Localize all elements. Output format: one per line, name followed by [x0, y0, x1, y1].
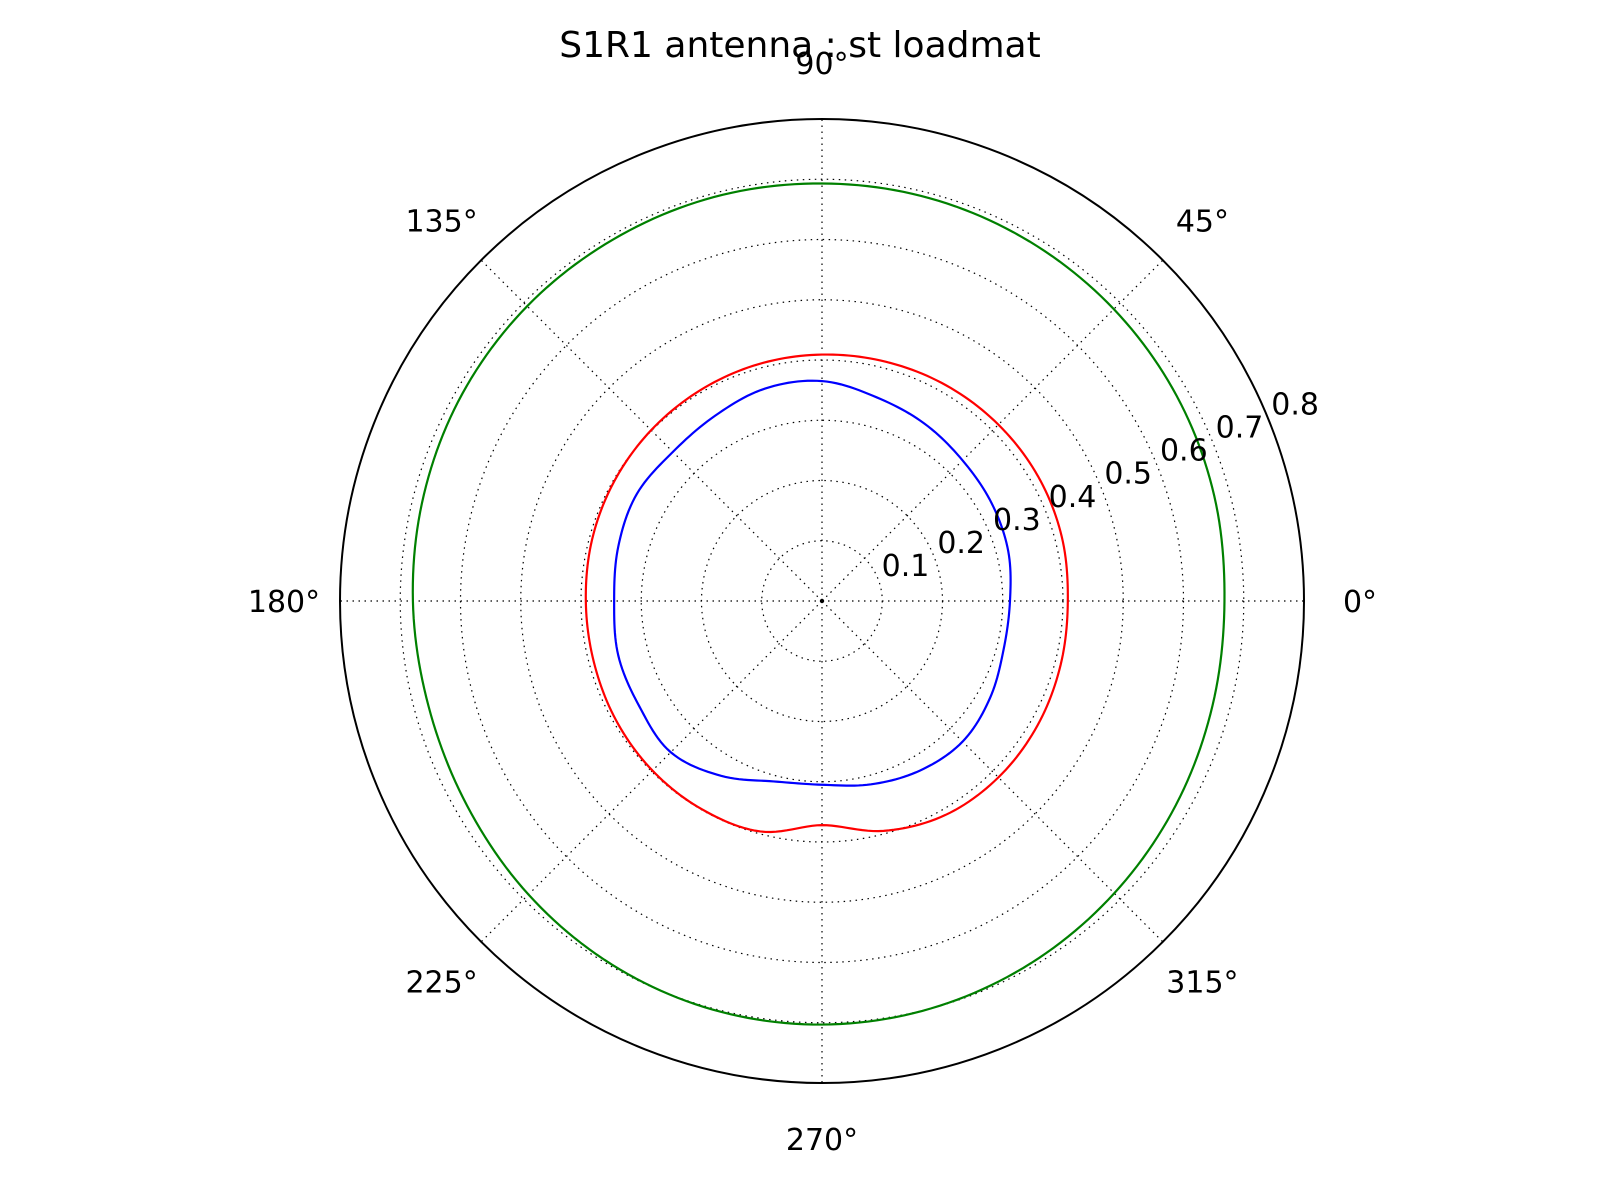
angular-gridline	[821, 600, 1164, 943]
angular-tick-labels: 0° 45° 90° 135° 180° 225° 270° 315°	[248, 47, 1377, 1158]
angular-tick-label: 315°	[1166, 965, 1238, 1000]
radial-tick-label: 0.7	[1216, 411, 1264, 446]
series-group	[411, 182, 1226, 1026]
series-line-3	[613, 379, 1012, 787]
angular-tick-label: 0°	[1343, 585, 1377, 620]
center-point	[819, 598, 825, 604]
radial-tick-labels: 0.10.20.30.40.50.60.70.8	[882, 388, 1319, 584]
radial-gridline	[399, 178, 1245, 1024]
radial-tick-label: 0.5	[1104, 457, 1152, 492]
radial-tick-label: 0.6	[1160, 434, 1208, 469]
angular-gridline	[480, 600, 823, 943]
radial-tick-label: 0.2	[937, 526, 985, 561]
radial-tick-label: 0.1	[882, 549, 930, 584]
series-line-1	[411, 182, 1226, 1026]
radial-tick-label: 0.8	[1271, 388, 1319, 423]
angular-tick-label: 45°	[1176, 205, 1229, 240]
angular-gridline	[821, 259, 1164, 602]
chart-title: S1R1 antenna : st loadmat	[559, 25, 1040, 66]
series-line-2	[584, 353, 1069, 834]
radial-tick-label: 0.4	[1049, 480, 1097, 515]
angular-tick-label: 90°	[795, 47, 848, 82]
angular-tick-label: 180°	[248, 585, 320, 620]
radial-tick-label: 0.3	[993, 503, 1041, 538]
outer-frame	[339, 118, 1305, 1084]
angular-tick-label: 135°	[405, 205, 477, 240]
polar-frame	[339, 118, 1305, 1084]
angular-tick-label: 225°	[405, 965, 477, 1000]
angular-tick-label: 270°	[786, 1123, 858, 1158]
